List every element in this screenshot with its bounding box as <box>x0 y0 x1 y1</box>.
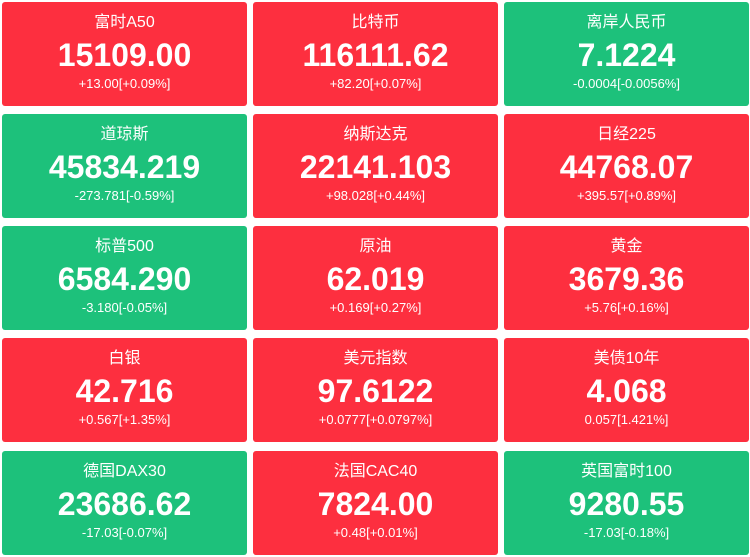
tile-price: 4.068 <box>586 373 667 409</box>
market-tile[interactable]: 黄金 3679.36 +5.76[+0.16%] <box>504 226 749 330</box>
market-tile[interactable]: 白银 42.716 +0.567[+1.35%] <box>2 338 247 442</box>
tile-name: 标普500 <box>95 238 154 255</box>
tile-price: 42.716 <box>75 373 174 409</box>
tile-name: 日经225 <box>597 126 656 143</box>
market-tile[interactable]: 英国富时100 9280.55 -17.03[-0.18%] <box>504 451 749 555</box>
tile-change: +13.00[+0.09%] <box>78 76 171 91</box>
tile-price: 23686.62 <box>57 486 192 522</box>
market-tile[interactable]: 纳斯达克 22141.103 +98.028[+0.44%] <box>253 114 498 218</box>
tile-name: 英国富时100 <box>581 463 672 480</box>
tile-name: 富时A50 <box>94 14 155 31</box>
market-tile[interactable]: 比特币 116111.62 +82.20[+0.07%] <box>253 2 498 106</box>
tile-change: -17.03[-0.07%] <box>81 525 168 540</box>
tile-name: 比特币 <box>351 14 400 31</box>
market-tile[interactable]: 美债10年 4.068 0.057[1.421%] <box>504 338 749 442</box>
tile-price: 7824.00 <box>317 486 434 522</box>
tile-change: +5.76[+0.16%] <box>584 300 669 315</box>
tile-price: 7.1224 <box>577 37 676 73</box>
market-tile[interactable]: 道琼斯 45834.219 -273.781[-0.59%] <box>2 114 247 218</box>
tile-price: 97.6122 <box>317 373 434 409</box>
tile-name: 美元指数 <box>343 350 408 367</box>
market-tile[interactable]: 法国CAC40 7824.00 +0.48[+0.01%] <box>253 451 498 555</box>
tile-price: 22141.103 <box>299 149 452 185</box>
tile-change: +0.48[+0.01%] <box>333 525 418 540</box>
tile-name: 纳斯达克 <box>343 126 408 143</box>
tile-price: 44768.07 <box>559 149 694 185</box>
tile-change: +0.567[+1.35%] <box>78 412 171 427</box>
tile-change: +0.0777[+0.0797%] <box>318 412 433 427</box>
tile-change: -0.0004[-0.0056%] <box>573 76 680 91</box>
tile-price: 45834.219 <box>48 149 201 185</box>
market-tile[interactable]: 德国DAX30 23686.62 -17.03[-0.07%] <box>2 451 247 555</box>
tile-price: 9280.55 <box>568 486 685 522</box>
tile-name: 法国CAC40 <box>333 463 418 480</box>
tile-name: 道琼斯 <box>100 126 149 143</box>
tile-change: 0.057[1.421%] <box>584 412 669 427</box>
tile-change: -17.03[-0.18%] <box>583 525 670 540</box>
tile-change: -3.180[-0.05%] <box>81 300 168 315</box>
tile-price: 6584.290 <box>57 261 192 297</box>
market-tile[interactable]: 原油 62.019 +0.169[+0.27%] <box>253 226 498 330</box>
market-tile[interactable]: 美元指数 97.6122 +0.0777[+0.0797%] <box>253 338 498 442</box>
market-tile[interactable]: 离岸人民币 7.1224 -0.0004[-0.0056%] <box>504 2 749 106</box>
tile-price: 15109.00 <box>57 37 192 73</box>
tile-change: +98.028[+0.44%] <box>325 188 426 203</box>
tile-name: 德国DAX30 <box>83 463 166 480</box>
tile-price: 116111.62 <box>302 37 449 73</box>
tile-price: 62.019 <box>326 261 425 297</box>
tile-change: +395.57[+0.89%] <box>576 188 677 203</box>
tile-name: 白银 <box>108 350 141 367</box>
tile-change: +0.169[+0.27%] <box>329 300 422 315</box>
tile-change: +82.20[+0.07%] <box>329 76 422 91</box>
market-tile[interactable]: 标普500 6584.290 -3.180[-0.05%] <box>2 226 247 330</box>
tile-price: 3679.36 <box>568 261 685 297</box>
market-tile[interactable]: 富时A50 15109.00 +13.00[+0.09%] <box>2 2 247 106</box>
tile-name: 美债10年 <box>593 350 660 367</box>
market-tile[interactable]: 日经225 44768.07 +395.57[+0.89%] <box>504 114 749 218</box>
tile-name: 原油 <box>359 238 392 255</box>
tile-name: 黄金 <box>610 238 643 255</box>
tile-change: -273.781[-0.59%] <box>74 188 175 203</box>
tile-name: 离岸人民币 <box>586 14 667 31</box>
